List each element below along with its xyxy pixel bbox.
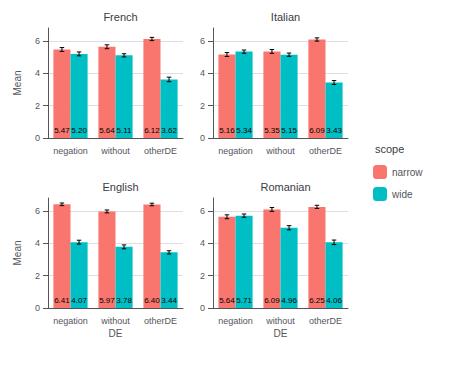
svg-text:Romanian: Romanian <box>260 181 310 193</box>
svg-text:negation: negation <box>218 316 253 326</box>
svg-text:0: 0 <box>35 303 40 313</box>
svg-text:6.09: 6.09 <box>309 126 325 135</box>
svg-text:without: without <box>100 146 130 156</box>
svg-text:narrow: narrow <box>392 167 423 178</box>
svg-text:6: 6 <box>200 36 205 46</box>
svg-text:6: 6 <box>35 36 40 46</box>
svg-text:5.16: 5.16 <box>219 126 235 135</box>
svg-text:scope: scope <box>375 143 404 155</box>
svg-text:2: 2 <box>200 101 205 111</box>
svg-text:6: 6 <box>35 206 40 216</box>
svg-text:Mean: Mean <box>12 240 23 265</box>
svg-text:Mean: Mean <box>12 70 23 95</box>
svg-text:4.96: 4.96 <box>281 296 297 305</box>
svg-text:otherDE: otherDE <box>309 316 342 326</box>
svg-text:otherDE: otherDE <box>144 146 177 156</box>
svg-text:DE: DE <box>274 328 288 339</box>
svg-text:0: 0 <box>200 303 205 313</box>
svg-text:5.64: 5.64 <box>219 296 235 305</box>
svg-text:5.15: 5.15 <box>281 126 297 135</box>
svg-text:DE: DE <box>109 328 123 339</box>
svg-text:5.71: 5.71 <box>236 296 252 305</box>
svg-text:5.34: 5.34 <box>236 126 252 135</box>
svg-text:negation: negation <box>53 146 88 156</box>
svg-text:5.64: 5.64 <box>99 126 115 135</box>
svg-text:6.25: 6.25 <box>309 296 325 305</box>
svg-text:negation: negation <box>218 146 253 156</box>
svg-text:4: 4 <box>200 238 205 248</box>
svg-text:otherDE: otherDE <box>144 316 177 326</box>
svg-text:0: 0 <box>200 133 205 143</box>
svg-text:6.09: 6.09 <box>264 296 280 305</box>
svg-text:2: 2 <box>35 101 40 111</box>
svg-text:5.20: 5.20 <box>71 126 87 135</box>
svg-text:English: English <box>102 181 138 193</box>
svg-text:6: 6 <box>200 206 205 216</box>
svg-text:French: French <box>103 11 137 23</box>
svg-text:Italian: Italian <box>271 11 300 23</box>
svg-text:4: 4 <box>200 68 205 78</box>
svg-text:without: without <box>265 316 295 326</box>
svg-text:otherDE: otherDE <box>309 146 342 156</box>
svg-text:4.06: 4.06 <box>326 296 342 305</box>
svg-text:6.40: 6.40 <box>144 296 160 305</box>
svg-text:5.11: 5.11 <box>117 126 133 135</box>
svg-text:3.44: 3.44 <box>161 296 177 305</box>
svg-text:without: without <box>100 316 130 326</box>
svg-text:without: without <box>265 146 295 156</box>
svg-text:4.07: 4.07 <box>71 296 87 305</box>
svg-text:2: 2 <box>200 271 205 281</box>
svg-text:3.78: 3.78 <box>116 296 132 305</box>
svg-text:6.41: 6.41 <box>54 296 70 305</box>
svg-text:4: 4 <box>35 68 40 78</box>
svg-text:5.97: 5.97 <box>99 296 115 305</box>
svg-text:3.62: 3.62 <box>161 126 177 135</box>
svg-text:5.35: 5.35 <box>264 126 280 135</box>
svg-text:wide: wide <box>391 189 413 200</box>
svg-text:negation: negation <box>53 316 88 326</box>
svg-text:4: 4 <box>35 238 40 248</box>
svg-text:5.47: 5.47 <box>54 126 70 135</box>
svg-text:3.43: 3.43 <box>326 126 342 135</box>
svg-text:0: 0 <box>35 133 40 143</box>
svg-text:6.12: 6.12 <box>144 126 160 135</box>
svg-text:2: 2 <box>35 271 40 281</box>
